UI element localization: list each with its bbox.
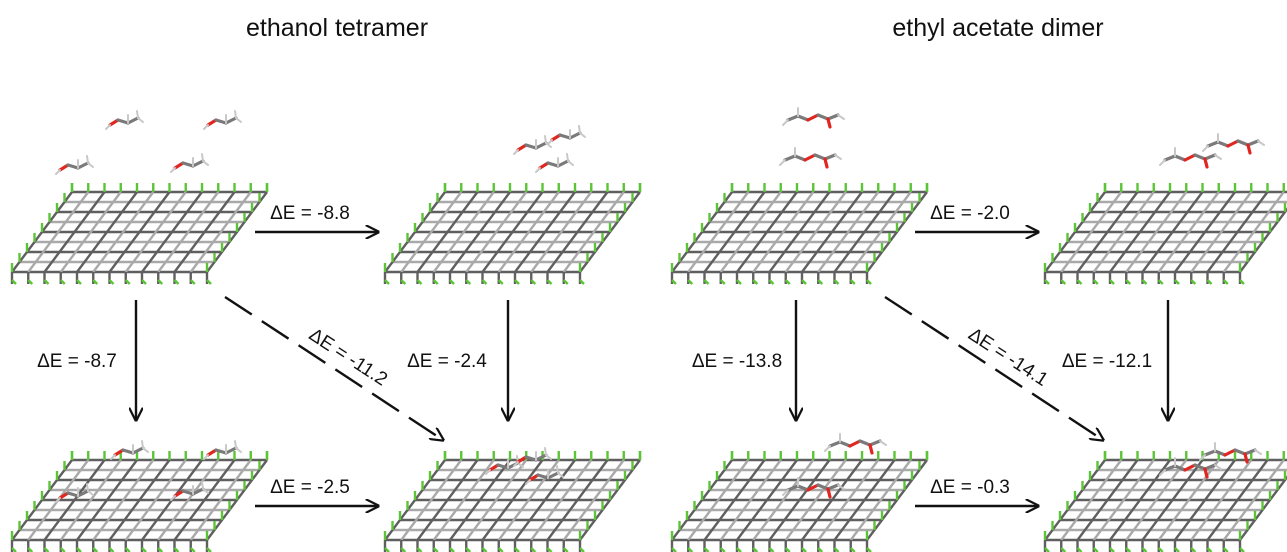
panel-title-ethanol: ethanol tetramer [245, 14, 429, 42]
surface-slab-adsorbed-separate [670, 451, 929, 552]
energy-label-top: ΔE = -2.0 [930, 203, 1010, 224]
ethyl-acetate-molecule-icon [1159, 457, 1222, 479]
energy-label-left: ΔE = -8.7 [37, 351, 117, 372]
ethanol-molecule-icon [525, 465, 564, 485]
ethyl-acetate-molecule-icon [782, 107, 845, 129]
ethanol-molecule-icon [535, 153, 574, 173]
ethyl-acetate-molecule-icon [1199, 442, 1262, 464]
surface-slab-gas-cluster [383, 183, 642, 285]
surface-slab-adsorbed-cluster [383, 451, 642, 552]
ethyl-acetate-molecule-icon [1202, 133, 1265, 155]
energy-label-left: ΔE = -13.8 [692, 351, 782, 372]
ethanol-molecule-icon [170, 153, 209, 173]
energy-label-top: ΔE = -8.8 [270, 203, 350, 224]
ethyl-acetate-molecule-icon [824, 433, 887, 455]
energy-label-bottom: ΔE = -0.3 [930, 477, 1010, 498]
ethanol-molecule-icon [105, 110, 144, 130]
ethanol-molecule-icon [170, 481, 209, 501]
energy-label-right: ΔE = -12.1 [1062, 351, 1152, 372]
ethanol-molecule-icon [110, 440, 149, 460]
surface-slab-adsorbed-cluster [1043, 451, 1287, 552]
ethanol-molecule-icon [203, 440, 242, 460]
surface-slab-adsorbed-separate [10, 451, 269, 552]
surface-slab-gas-cluster [1043, 183, 1287, 285]
ethanol-molecule-icon [55, 483, 94, 503]
energy-label-bottom: ΔE = -2.5 [270, 477, 350, 498]
ethanol-molecule-icon [547, 125, 586, 145]
surface-slab-initial [670, 183, 929, 285]
ethanol-molecule-icon [513, 447, 552, 467]
energy-label-right: ΔE = -2.4 [407, 351, 487, 372]
panel-title-ethyl-acetate: ethyl acetate dimer [892, 14, 1104, 42]
ethyl-acetate-molecule-icon [782, 477, 845, 499]
ethanol-molecule-icon [203, 110, 242, 130]
ethanol-molecule-icon [513, 135, 552, 155]
ethyl-acetate-molecule-icon [1159, 147, 1222, 169]
ethanol-molecule-icon [55, 155, 94, 175]
surface-slab-initial [10, 183, 269, 285]
ethyl-acetate-molecule-icon [779, 147, 842, 169]
